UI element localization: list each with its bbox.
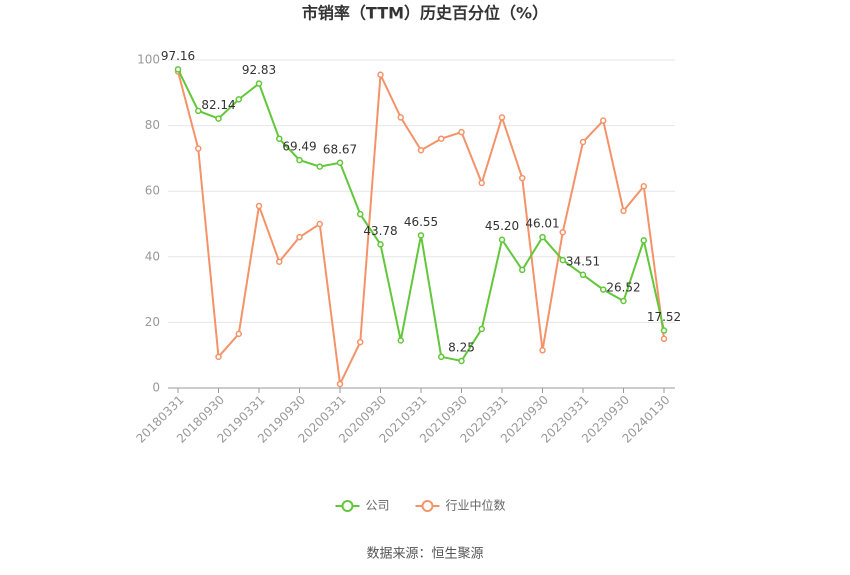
point: [640, 237, 647, 244]
point: [640, 183, 647, 190]
point: [600, 117, 607, 124]
point: [296, 156, 303, 164]
y-tick-label: 20: [145, 315, 160, 329]
legend-item: 行业中位数: [415, 498, 506, 513]
data-label: 97.16: [161, 49, 195, 63]
data-label: 92.83: [242, 63, 276, 77]
point: [377, 71, 384, 79]
data-label: 82.14: [201, 98, 235, 112]
point: [660, 327, 668, 334]
data-label: 17.52: [647, 310, 681, 324]
y-tick-label: 80: [145, 118, 160, 132]
point: [478, 325, 485, 333]
point: [377, 241, 384, 248]
y-tick-label: 60: [145, 184, 160, 198]
point: [357, 338, 364, 346]
source-note: 数据来源：恒生聚源: [366, 547, 483, 562]
point: [336, 159, 344, 167]
point: [296, 233, 303, 241]
point: [316, 163, 323, 170]
point: [458, 128, 465, 136]
point: [215, 353, 222, 361]
point: [438, 353, 445, 361]
point: [559, 228, 566, 236]
point: [539, 233, 546, 241]
data-label: 8.25: [448, 340, 475, 354]
data-label: 68.67: [323, 142, 357, 156]
point: [600, 286, 607, 293]
legend-label: 公司: [366, 499, 390, 513]
point: [478, 179, 485, 187]
y-tick-label: 0: [152, 381, 160, 395]
legend-marker: [341, 500, 354, 512]
y-tick-label: 100: [137, 53, 160, 67]
legend-marker: [421, 500, 434, 512]
point: [498, 114, 506, 121]
point: [336, 380, 344, 388]
data-label: 26.52: [606, 281, 640, 295]
point: [519, 174, 526, 182]
point: [519, 266, 526, 274]
point: [620, 297, 627, 305]
legend-label: 行业中位数: [446, 498, 506, 513]
point: [660, 335, 668, 343]
point: [235, 330, 242, 338]
point: [539, 347, 546, 354]
data-label: 46.55: [404, 215, 438, 229]
data-label: 69.49: [282, 140, 316, 154]
chart-title: 市销率（TTM）历史百分位（%）: [302, 4, 548, 23]
point: [316, 220, 323, 228]
point: [458, 357, 465, 365]
data-label: 43.78: [363, 224, 397, 238]
point: [417, 146, 425, 154]
point: [579, 138, 587, 146]
point: [174, 66, 182, 73]
point: [620, 207, 627, 215]
point: [276, 135, 283, 142]
point: [417, 232, 425, 239]
point: [498, 236, 506, 243]
y-tick-label: 40: [145, 249, 160, 263]
point: [357, 210, 364, 218]
point: [255, 80, 263, 87]
point: [579, 271, 587, 279]
point: [438, 135, 445, 142]
point: [397, 114, 404, 121]
point: [276, 258, 283, 265]
point: [195, 145, 202, 152]
point: [255, 202, 263, 210]
data-label: 45.20: [485, 219, 519, 233]
data-label: 46.01: [525, 217, 559, 231]
data-label: 34.51: [566, 254, 600, 268]
point: [235, 96, 242, 103]
point: [215, 115, 222, 122]
point: [397, 337, 404, 344]
point: [195, 107, 202, 115]
legend-item: 公司: [335, 499, 390, 513]
point: [559, 256, 566, 264]
